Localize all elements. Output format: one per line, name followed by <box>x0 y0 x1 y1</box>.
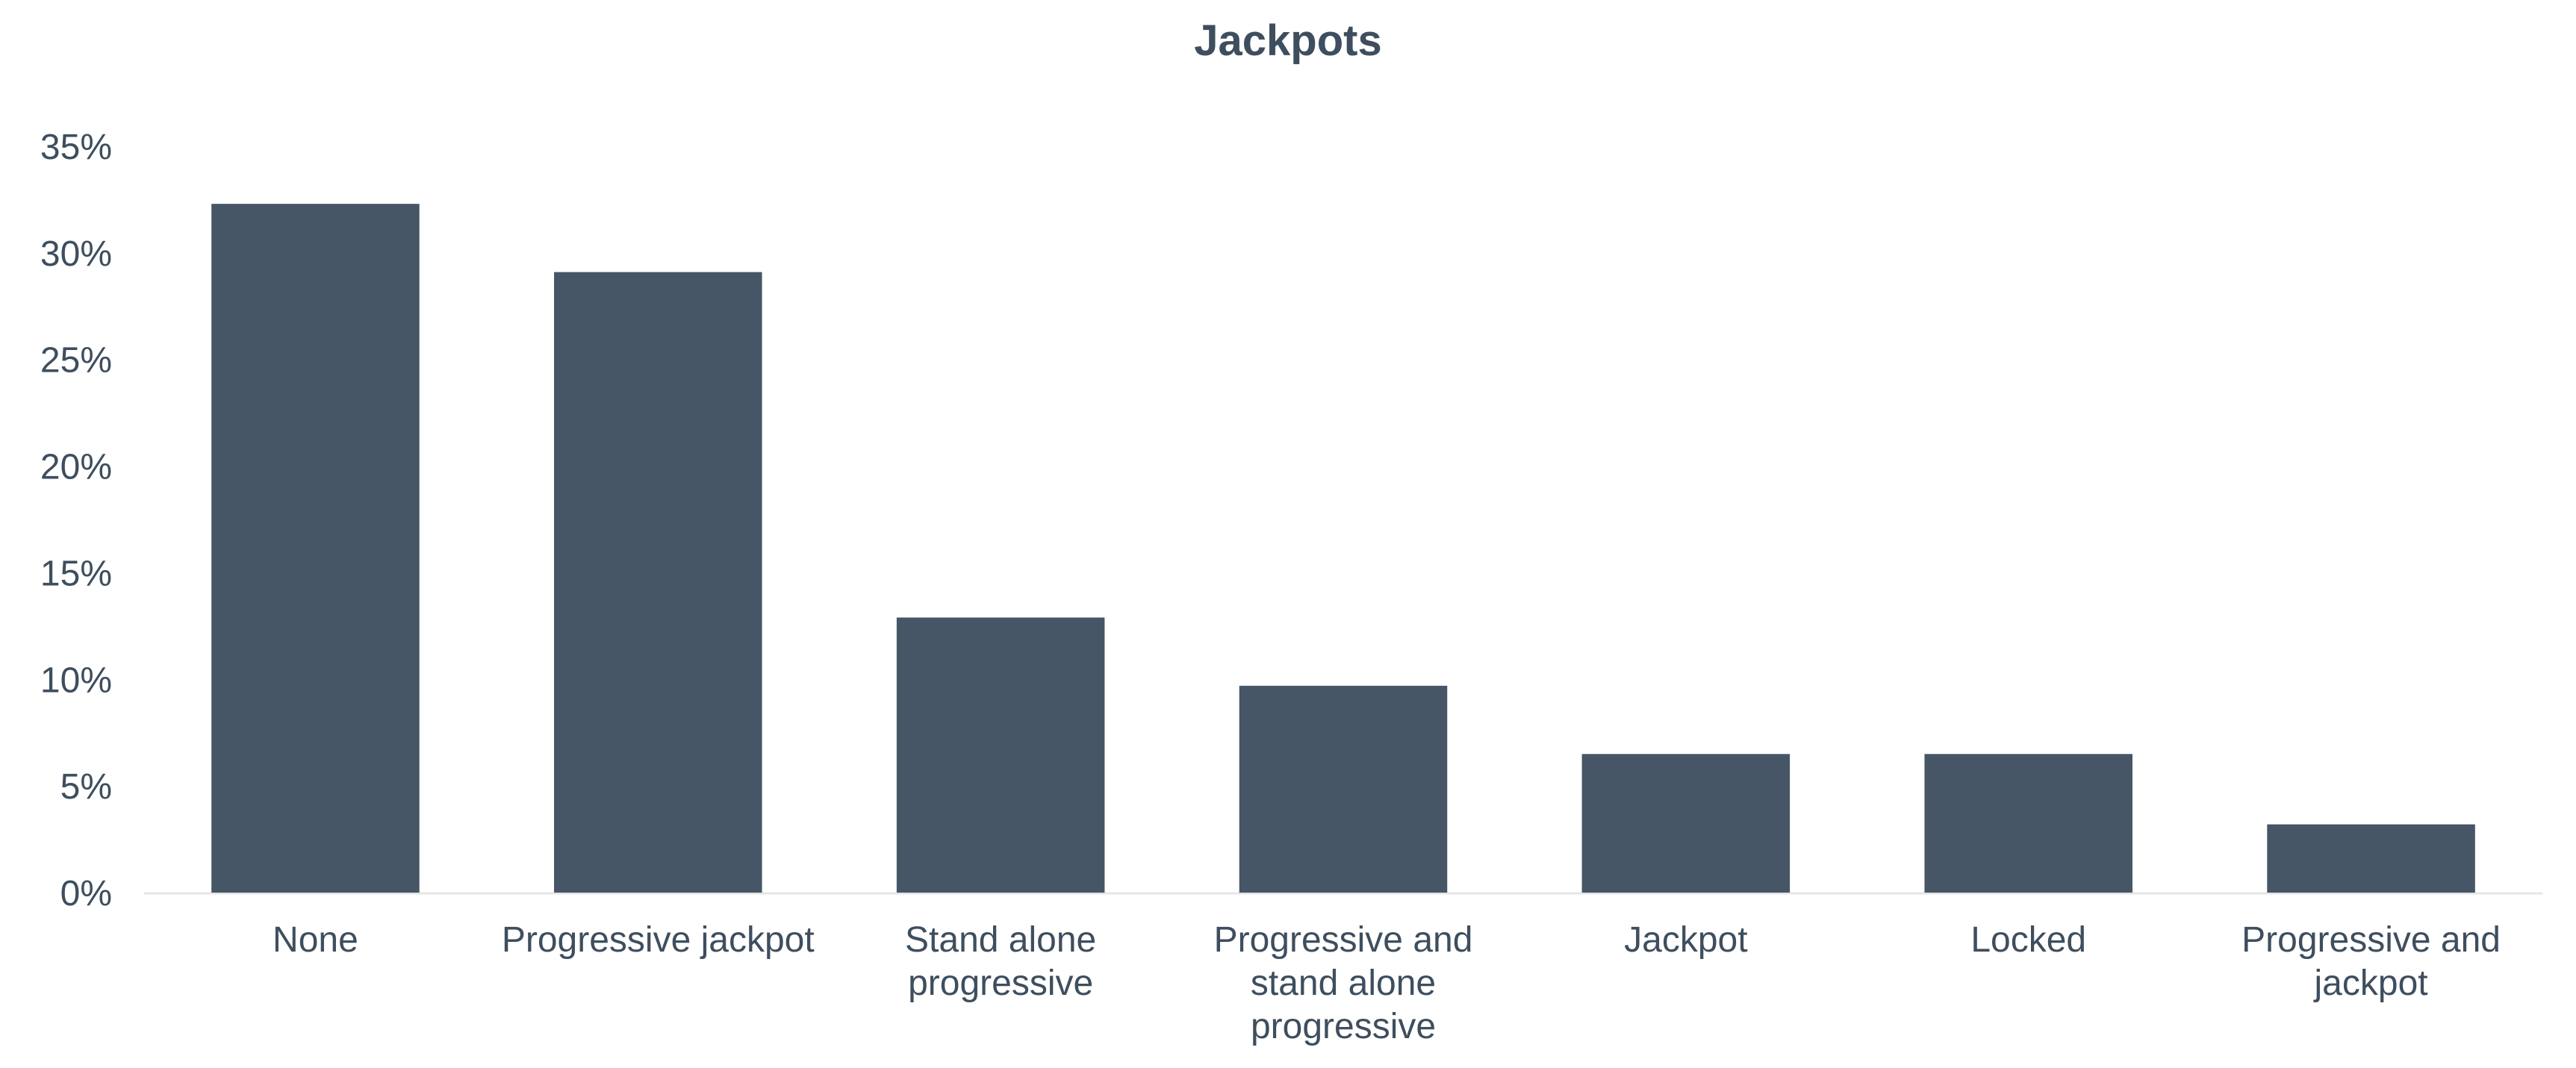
y-tick-label: 15% <box>40 554 112 593</box>
bar <box>896 617 1105 893</box>
bar <box>2267 824 2475 893</box>
bar <box>1581 754 1791 893</box>
x-category-label: Progressive jackpot <box>502 920 815 960</box>
x-category-label-line: Progressive jackpot <box>502 920 815 960</box>
x-axis-category-labels: None Progressive jackpot Stand alone progre… <box>273 920 2501 1046</box>
y-tick-label: 20% <box>40 448 112 487</box>
x-category-label-line: Progressive and <box>2241 920 2501 960</box>
x-category-label-line: None <box>273 920 358 960</box>
x-category-label-line: progressive <box>908 964 1093 1003</box>
x-category-label-line: Stand alone <box>905 920 1096 960</box>
bars-group <box>211 204 2475 893</box>
x-category-label: Jackpot <box>1624 920 1747 960</box>
y-axis-tick-labels: 0% 5% 10% 15% 20% 25% 30% 35% <box>40 128 112 914</box>
x-category-label: None <box>273 920 358 960</box>
x-category-label: Locked <box>1970 920 2086 960</box>
bar <box>211 204 420 893</box>
x-category-label-line: jackpot <box>2313 964 2428 1003</box>
x-category-label-line: Progressive and <box>1214 920 1473 960</box>
x-category-label: Progressive and stand alone progressive <box>1214 920 1473 1046</box>
y-tick-label: 10% <box>40 661 112 700</box>
x-category-label-line: stand alone <box>1251 964 1436 1003</box>
x-category-label-line: progressive <box>1251 1007 1436 1046</box>
x-category-label-line: Locked <box>1970 920 2086 960</box>
x-category-label: Stand alone progressive <box>905 920 1096 1003</box>
x-category-label-line: Jackpot <box>1624 920 1747 960</box>
bar <box>1239 685 1448 893</box>
chart-title: Jackpots <box>1194 16 1381 65</box>
y-tick-label: 25% <box>40 341 112 381</box>
bar <box>1924 754 2132 893</box>
y-tick-label: 0% <box>60 874 112 914</box>
x-category-label: Progressive and jackpot <box>2241 920 2501 1003</box>
y-tick-label: 5% <box>60 767 112 807</box>
y-tick-label: 35% <box>40 128 112 167</box>
y-tick-label: 30% <box>40 234 112 274</box>
bar <box>554 272 762 893</box>
